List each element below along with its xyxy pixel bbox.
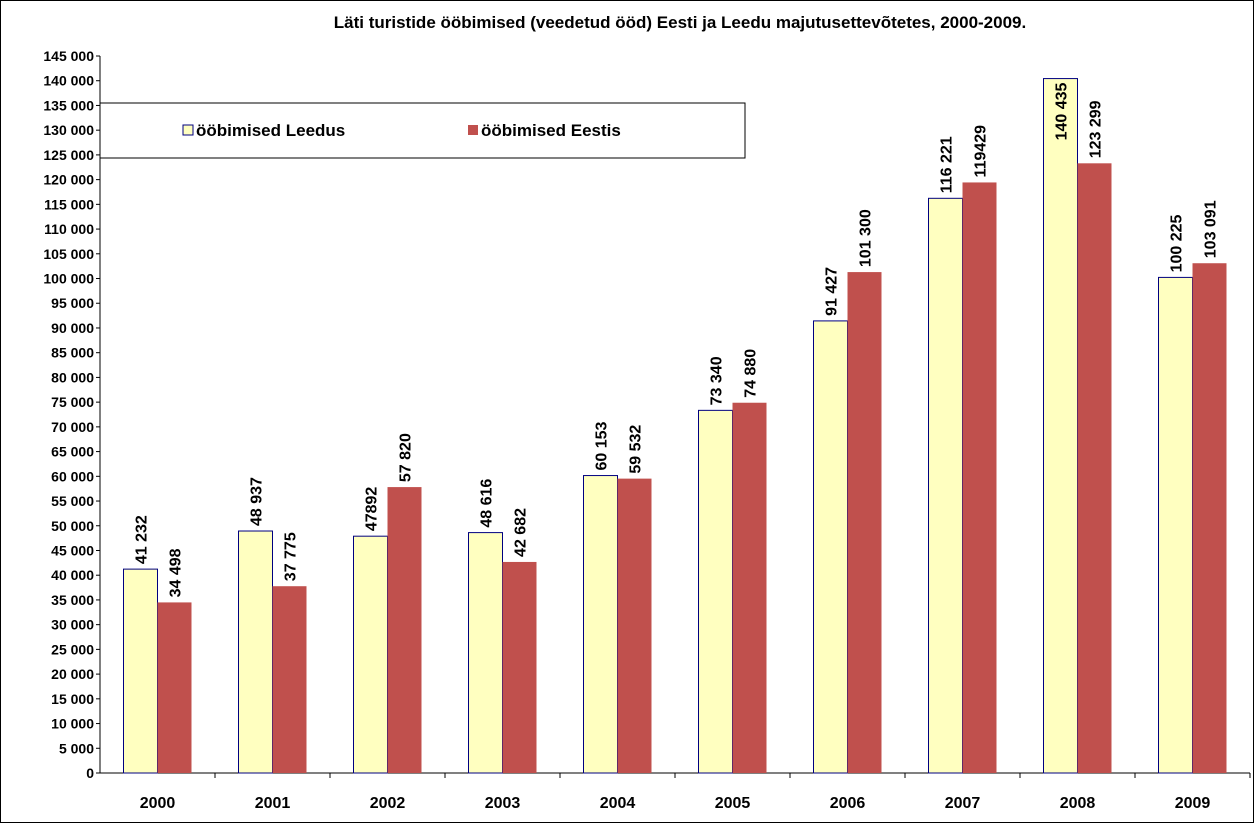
data-label: 140 435 — [1054, 82, 1071, 140]
bar — [962, 182, 997, 773]
bar — [1158, 276, 1193, 774]
legend-swatch — [182, 124, 194, 136]
legend-box — [99, 102, 746, 159]
y-tick-label: 95 000 — [51, 295, 94, 311]
y-tick-label: 140 000 — [43, 73, 94, 89]
data-label: 119429 — [973, 125, 990, 178]
y-tick-label: 0 — [86, 765, 94, 781]
y-tick-label: 115 000 — [44, 196, 94, 212]
y-tick-label: 120 000 — [43, 172, 94, 188]
y-tick-label: 85 000 — [51, 345, 94, 361]
bar — [1077, 163, 1112, 773]
data-label: 101 300 — [858, 209, 875, 267]
y-tick-label: 40 000 — [51, 567, 94, 583]
y-tick-label: 50 000 — [51, 518, 94, 534]
y-tick-label: 60 000 — [51, 468, 94, 484]
bar — [1043, 78, 1078, 774]
y-tick-label: 105 000 — [43, 246, 94, 262]
y-tick-label: 55 000 — [51, 493, 94, 509]
data-label: 59 532 — [628, 425, 645, 474]
legend-label: ööbimised Leedus — [196, 121, 345, 140]
data-label: 100 225 — [1169, 214, 1186, 272]
x-tick-label: 2008 — [1060, 795, 1096, 812]
x-tick-label: 2004 — [600, 795, 636, 812]
bar — [617, 478, 652, 773]
y-tick-label: 65 000 — [51, 444, 94, 460]
x-tick-label: 2003 — [485, 795, 521, 812]
bar — [583, 475, 618, 774]
data-label: 48 937 — [249, 477, 266, 526]
y-tick-label: 90 000 — [51, 320, 94, 336]
data-label: 34 498 — [168, 548, 185, 597]
bar — [502, 561, 537, 773]
y-tick-label: 80 000 — [51, 369, 94, 385]
y-tick-label: 145 000 — [43, 48, 94, 64]
bar — [157, 602, 192, 773]
x-tick-label: 2002 — [370, 795, 406, 812]
x-tick-label: 2005 — [715, 795, 751, 812]
data-label: 47892 — [364, 487, 381, 532]
x-tick-label: 2001 — [255, 795, 291, 812]
data-label: 37 775 — [283, 532, 300, 581]
data-label: 74 880 — [743, 349, 760, 398]
bar — [387, 487, 422, 773]
y-tick-label: 15 000 — [51, 691, 94, 707]
y-tick-label: 30 000 — [51, 617, 94, 633]
data-label: 60 153 — [594, 422, 611, 471]
bar — [847, 272, 882, 773]
bar — [813, 320, 848, 774]
x-tick-label: 2000 — [140, 795, 176, 812]
y-tick-label: 5 000 — [59, 740, 94, 756]
y-tick-label: 20 000 — [51, 666, 94, 682]
y-tick-label: 10 000 — [51, 716, 94, 732]
data-label: 123 299 — [1088, 100, 1105, 158]
y-tick-label: 125 000 — [43, 147, 94, 163]
y-tick-label: 135 000 — [43, 97, 94, 113]
y-tick-label: 130 000 — [43, 122, 94, 138]
bar — [698, 409, 733, 774]
x-tick-label: 2006 — [830, 795, 866, 812]
x-tick-label: 2009 — [1175, 795, 1211, 812]
bar — [272, 586, 307, 773]
data-label: 42 682 — [513, 508, 530, 557]
data-label: 48 616 — [479, 479, 496, 528]
y-tick-label: 100 000 — [43, 271, 94, 287]
data-label: 57 820 — [398, 433, 415, 482]
bar — [732, 402, 767, 773]
bar — [468, 532, 503, 774]
bar — [1192, 263, 1227, 773]
y-tick-label: 45 000 — [51, 542, 94, 558]
bar — [353, 535, 388, 774]
bar — [123, 568, 158, 774]
data-label: 116 221 — [939, 136, 956, 193]
x-tick-label: 2007 — [945, 795, 981, 812]
y-tick-label: 25 000 — [51, 641, 94, 657]
data-label: 73 340 — [709, 356, 726, 405]
data-label: 91 427 — [824, 267, 841, 316]
y-tick-label: 110 000 — [44, 221, 94, 237]
legend-label: ööbimised Eestis — [481, 121, 621, 140]
chart-title: Läti turistide ööbimised (veedetud ööd) … — [334, 13, 1026, 32]
y-tick-label: 75 000 — [51, 394, 94, 410]
data-label: 41 232 — [134, 515, 151, 564]
y-tick-label: 70 000 — [51, 419, 94, 435]
y-tick-label: 35 000 — [51, 592, 94, 608]
bar — [928, 197, 963, 774]
data-label: 103 091 — [1203, 200, 1220, 258]
bar — [238, 530, 273, 774]
legend-swatch — [468, 125, 478, 135]
